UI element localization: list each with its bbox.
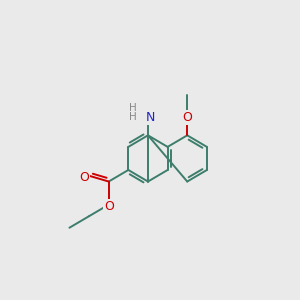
- Text: H: H: [129, 112, 136, 122]
- Text: O: O: [104, 200, 114, 213]
- Text: H: H: [129, 103, 136, 112]
- Text: N: N: [146, 111, 155, 124]
- Text: O: O: [182, 111, 192, 124]
- Text: O: O: [79, 171, 89, 184]
